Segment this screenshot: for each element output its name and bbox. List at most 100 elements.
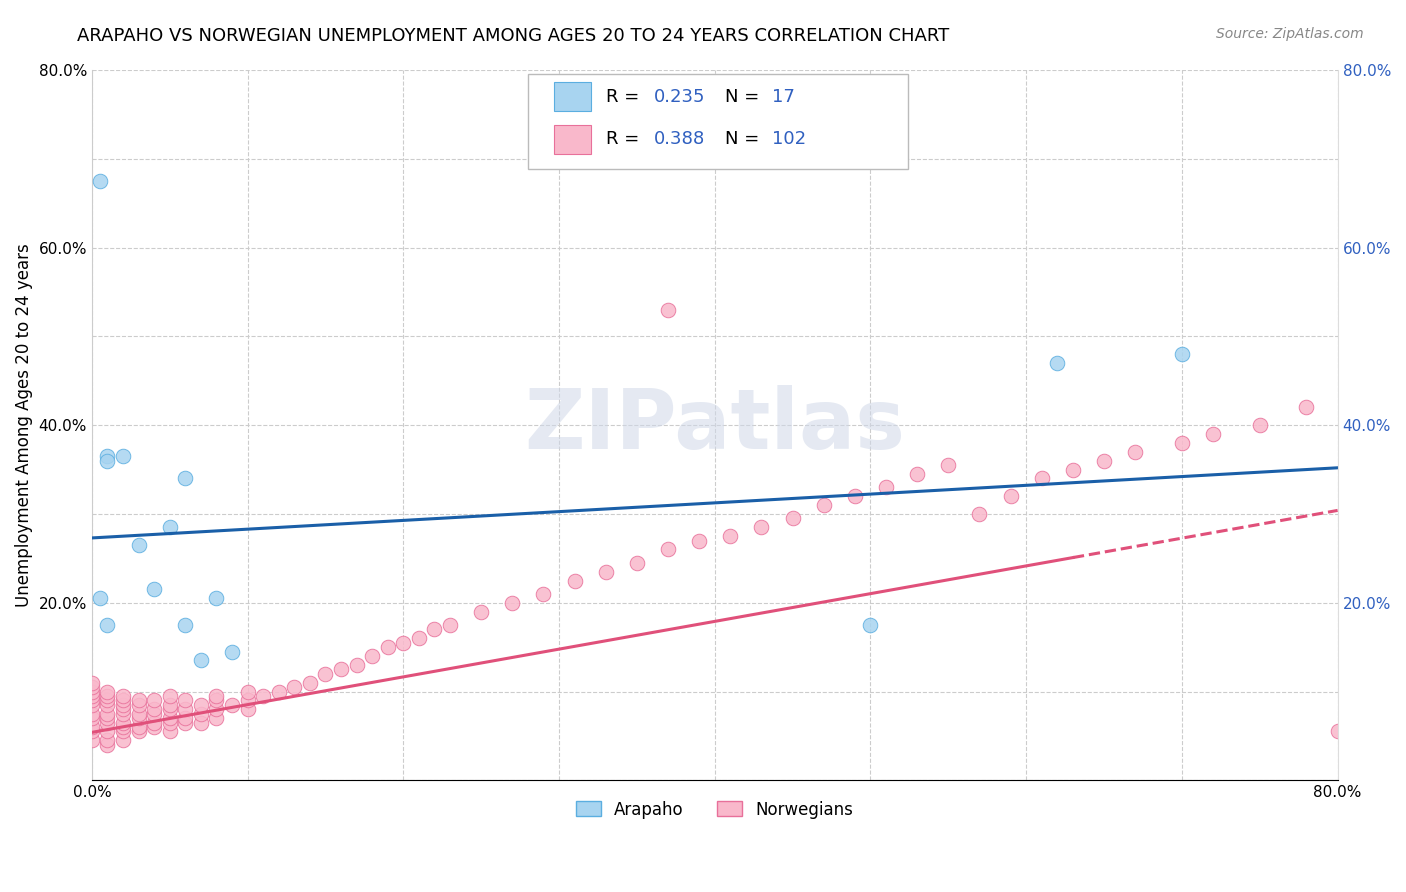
Point [143, 693, 166, 707]
Point [112, 733, 135, 747]
Point [205, 711, 228, 725]
Point [533, 587, 555, 601]
Point [80, 675, 103, 690]
Point [112, 706, 135, 721]
Point [128, 706, 150, 721]
Point [190, 653, 212, 667]
Point [143, 702, 166, 716]
Point [751, 520, 773, 534]
Point [80, 733, 103, 747]
Point [657, 302, 679, 317]
Point [128, 724, 150, 739]
Point [1202, 427, 1225, 442]
Point [96, 618, 118, 632]
Text: N =: N = [724, 130, 765, 148]
Point [1171, 347, 1194, 361]
Text: Source: ZipAtlas.com: Source: ZipAtlas.com [1216, 27, 1364, 41]
Point [159, 724, 181, 739]
Point [174, 702, 197, 716]
Point [159, 520, 181, 534]
Point [96, 733, 118, 747]
Text: 0.388: 0.388 [654, 130, 704, 148]
Point [657, 542, 679, 557]
Point [938, 458, 960, 472]
Point [143, 582, 166, 597]
Point [205, 702, 228, 716]
Point [80, 711, 103, 725]
Text: N =: N = [724, 87, 765, 105]
Point [80, 706, 103, 721]
Point [236, 684, 259, 698]
Point [96, 711, 118, 725]
Point [1326, 724, 1348, 739]
Point [96, 684, 118, 698]
Point [782, 511, 804, 525]
FancyBboxPatch shape [554, 125, 592, 153]
Point [174, 711, 197, 725]
Point [96, 698, 118, 712]
Point [112, 702, 135, 716]
Point [89, 174, 111, 188]
Point [96, 738, 118, 752]
Point [96, 715, 118, 730]
Point [190, 715, 212, 730]
Point [128, 711, 150, 725]
Point [205, 689, 228, 703]
Point [330, 662, 353, 676]
Point [112, 698, 135, 712]
Point [267, 684, 290, 698]
Point [80, 698, 103, 712]
Point [112, 720, 135, 734]
FancyBboxPatch shape [527, 74, 908, 169]
Point [626, 556, 648, 570]
Point [346, 657, 368, 672]
Point [159, 715, 181, 730]
Point [143, 706, 166, 721]
Point [112, 693, 135, 707]
Point [128, 693, 150, 707]
Text: 0.235: 0.235 [654, 87, 706, 105]
Point [174, 693, 197, 707]
Point [112, 449, 135, 463]
Y-axis label: Unemployment Among Ages 20 to 24 years: Unemployment Among Ages 20 to 24 years [15, 244, 32, 607]
Legend: Arapaho, Norwegians: Arapaho, Norwegians [569, 794, 860, 825]
Point [439, 618, 461, 632]
Point [89, 591, 111, 606]
Point [128, 698, 150, 712]
Point [859, 618, 882, 632]
Point [221, 698, 243, 712]
Point [1062, 462, 1084, 476]
Point [813, 498, 835, 512]
Point [112, 724, 135, 739]
Point [1295, 401, 1317, 415]
Point [190, 706, 212, 721]
Point [1000, 489, 1022, 503]
Point [236, 702, 259, 716]
Text: R =: R = [606, 130, 645, 148]
Point [564, 574, 586, 588]
Point [221, 644, 243, 658]
Point [1249, 418, 1271, 433]
Point [905, 467, 928, 481]
Point [96, 693, 118, 707]
Point [143, 715, 166, 730]
Point [423, 623, 446, 637]
FancyBboxPatch shape [554, 82, 592, 111]
Point [159, 689, 181, 703]
Point [688, 533, 710, 548]
Point [361, 648, 384, 663]
Point [80, 693, 103, 707]
Point [205, 591, 228, 606]
Point [96, 706, 118, 721]
Point [190, 698, 212, 712]
Point [174, 618, 197, 632]
Point [1046, 356, 1069, 370]
Point [96, 453, 118, 467]
Point [205, 693, 228, 707]
Point [408, 632, 430, 646]
Point [159, 711, 181, 725]
Point [112, 689, 135, 703]
Point [501, 596, 523, 610]
Point [283, 680, 305, 694]
Point [470, 605, 492, 619]
